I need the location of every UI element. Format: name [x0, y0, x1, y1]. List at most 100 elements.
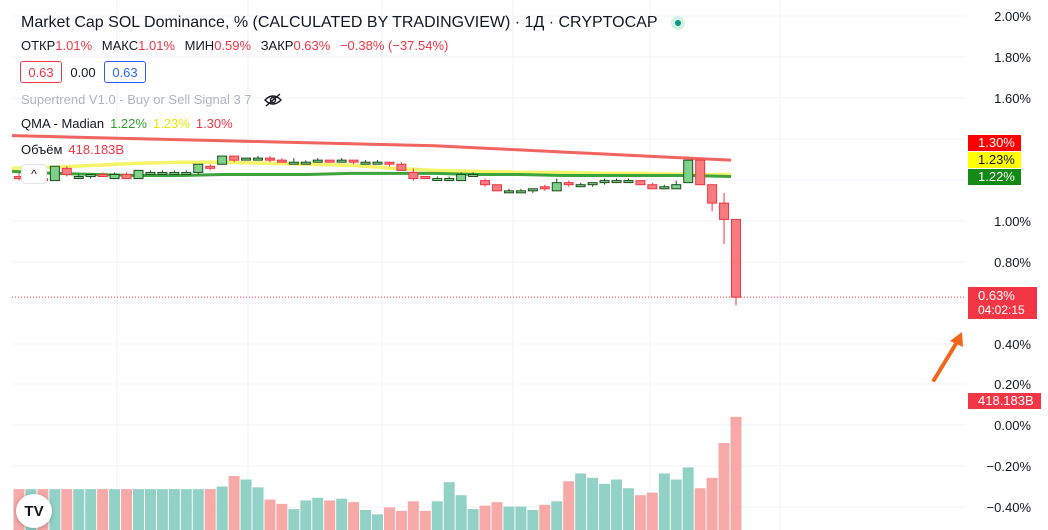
candle-body — [695, 159, 706, 186]
qma-yellow-price-tag: 1.23% — [968, 152, 1021, 168]
volume-bar — [97, 489, 109, 530]
candle-body — [408, 171, 419, 180]
volume-bar — [216, 486, 228, 530]
volume-bar — [622, 488, 634, 530]
price-axis-label: 1.80% — [994, 50, 1031, 65]
candle-body — [145, 171, 156, 175]
indicator-volume[interactable]: Объём 418.183B — [21, 142, 124, 157]
price-axis-label: 2.00% — [994, 9, 1031, 24]
candle-body — [264, 157, 275, 161]
high-value: 1.01% — [138, 38, 175, 53]
volume-bar — [407, 501, 419, 530]
close-label: ЗАКР — [260, 38, 294, 53]
candle-body — [539, 186, 550, 190]
low-value: 0.59% — [214, 38, 252, 53]
candle-body — [492, 184, 502, 192]
volume-bar — [611, 479, 622, 530]
bar-countdown: 04:02:15 — [978, 303, 1025, 317]
price-axis-area[interactable] — [965, 0, 1048, 530]
arrow-annotation — [932, 332, 963, 382]
volume-bar — [61, 489, 73, 530]
candle-body — [253, 157, 263, 161]
price-axis-label: 0.40% — [994, 337, 1031, 352]
candle-body — [312, 159, 323, 163]
price-axis-label: 0.00% — [994, 418, 1031, 433]
candle-body — [480, 180, 491, 186]
volume-bar — [658, 473, 670, 530]
candle-body — [157, 171, 168, 175]
candle-body — [181, 171, 192, 175]
tradingview-logo[interactable]: TV — [16, 494, 52, 528]
volume-bar — [348, 502, 360, 530]
volume-bar — [491, 502, 503, 530]
candle-body — [372, 161, 383, 165]
candle-body — [719, 202, 730, 220]
candle-body — [241, 157, 252, 161]
spread-value: 0.00 — [70, 64, 96, 80]
open-label: ОТКР — [21, 38, 56, 53]
buy-button[interactable]: 0.63 — [104, 61, 146, 83]
volume-bars — [13, 416, 742, 530]
volume-bar — [204, 489, 216, 530]
price-axis-label: 1.60% — [994, 91, 1031, 106]
volume-bar — [527, 509, 539, 530]
volume-bar — [694, 488, 706, 530]
indicator-supertrend[interactable]: Supertrend V1.0 - Buy or Sell Signal 3 7 — [21, 92, 282, 107]
price-axis-label: −0.20% — [986, 459, 1031, 474]
volume-bar — [575, 473, 587, 530]
indicator-qma[interactable]: QMA - Madian 1.22% 1.23% 1.30% — [21, 116, 233, 131]
candle-body — [599, 180, 610, 184]
volume-bar — [228, 476, 240, 530]
volume-bar — [419, 510, 431, 530]
candle-body — [587, 182, 598, 186]
candle-body — [731, 218, 741, 298]
volume-bar — [718, 443, 730, 530]
collapse-legend-button[interactable]: ^ — [21, 164, 47, 184]
volume-bar — [587, 477, 599, 530]
candle-body — [468, 173, 479, 177]
candle-body — [97, 173, 108, 178]
volume-bar — [670, 479, 682, 530]
volume-bar — [192, 489, 204, 530]
qma-yellow-value: 1.23% — [152, 116, 190, 131]
qma-green-line — [11, 169, 732, 178]
hidden-eye-icon[interactable] — [263, 92, 282, 107]
volume-bar — [73, 489, 85, 530]
last-price-value: 0.63% — [978, 288, 1015, 303]
volume-bar — [168, 489, 180, 530]
candle-body — [133, 169, 144, 180]
candle-body — [360, 161, 371, 165]
volume-bar — [180, 489, 192, 530]
price-axis-label: −0.40% — [986, 500, 1031, 515]
volume-bar — [336, 498, 348, 530]
volume-bar — [563, 481, 575, 530]
candle-body — [575, 184, 586, 188]
qma-green-price-tag: 1.22% — [968, 169, 1021, 185]
market-status-icon[interactable] — [671, 16, 686, 30]
symbol-title[interactable]: Market Cap SOL Dominance, % (CALCULATED … — [21, 14, 658, 31]
candles — [14, 155, 741, 306]
chevron-up-icon: ^ — [31, 167, 37, 181]
volume-bar — [372, 514, 383, 530]
candle-body — [551, 182, 562, 192]
volume-bar — [85, 489, 97, 530]
candle-body — [396, 163, 407, 171]
sell-button[interactable]: 0.63 — [20, 61, 62, 83]
candle-body — [348, 159, 359, 163]
volume-bar — [634, 495, 646, 530]
volume-bar — [682, 467, 694, 530]
candle-body — [635, 180, 646, 186]
volume-bar — [467, 509, 479, 530]
candle-body — [85, 173, 96, 178]
volume-bar — [730, 416, 742, 530]
candle-body — [456, 173, 467, 182]
volume-bar — [49, 489, 61, 530]
volume-price-tag: 418.183B — [968, 393, 1041, 409]
candle-body — [671, 184, 682, 190]
indicator-supertrend-label: Supertrend V1.0 - Buy or Sell Signal 3 7 — [21, 92, 252, 107]
candle-body — [276, 159, 287, 163]
qma-lines — [11, 134, 732, 178]
volume-bar — [312, 497, 324, 530]
last-price-tag: 0.63% 04:02:15 — [968, 287, 1037, 319]
